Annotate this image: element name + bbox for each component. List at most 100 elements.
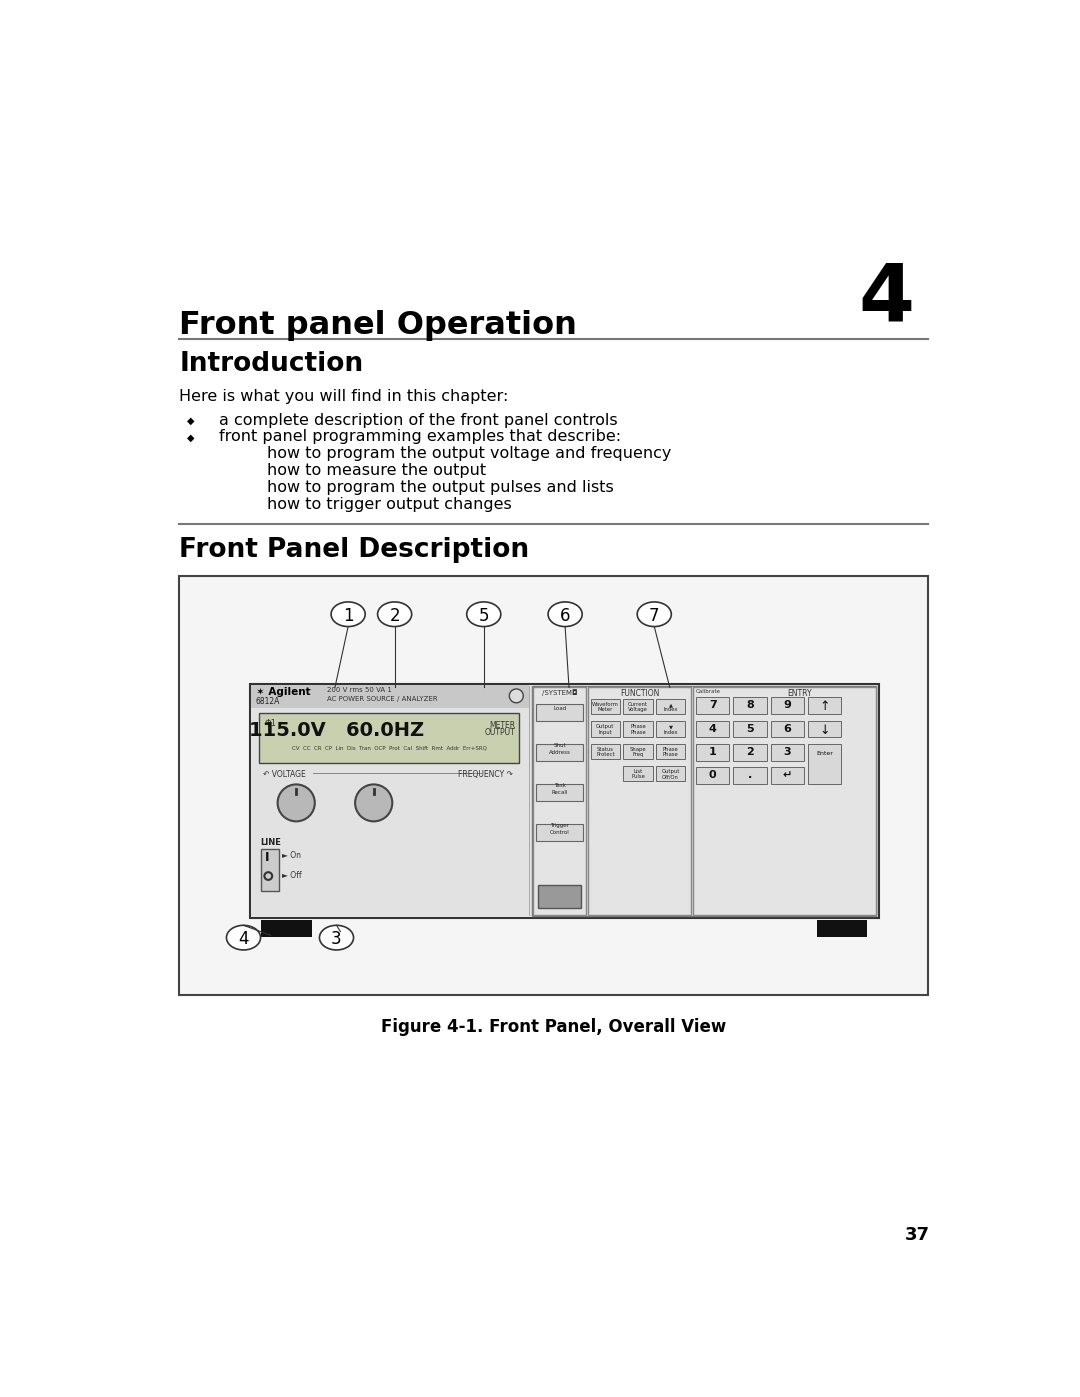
Text: 6812A: 6812A <box>256 697 281 705</box>
Text: .: . <box>747 770 752 780</box>
Text: ► On: ► On <box>282 851 301 859</box>
Bar <box>770 767 804 784</box>
Text: ✶ Agilent: ✶ Agilent <box>256 687 311 697</box>
Text: List: List <box>633 768 643 774</box>
Text: Waveform: Waveform <box>592 703 619 707</box>
Text: 7: 7 <box>708 700 717 711</box>
Text: a complete description of the front panel controls: a complete description of the front pane… <box>218 412 618 427</box>
Text: Pulse: Pulse <box>631 774 645 780</box>
Text: Shape: Shape <box>630 746 646 752</box>
Text: ◆: ◆ <box>187 433 194 443</box>
Text: 6: 6 <box>783 724 791 733</box>
Circle shape <box>278 784 314 821</box>
Text: Output: Output <box>661 768 679 774</box>
Text: 4: 4 <box>239 930 248 949</box>
Text: Index: Index <box>663 729 678 735</box>
Text: 2: 2 <box>746 746 754 757</box>
Bar <box>529 686 530 916</box>
Bar <box>770 743 804 760</box>
Ellipse shape <box>227 925 260 950</box>
Text: front panel programming examples that describe:: front panel programming examples that de… <box>218 429 621 444</box>
Circle shape <box>265 872 272 880</box>
Bar <box>249 683 879 918</box>
Text: Load: Load <box>553 705 566 711</box>
Bar <box>808 697 841 714</box>
Text: Current: Current <box>627 703 648 707</box>
Text: Front Panel Description: Front Panel Description <box>179 538 529 563</box>
Text: 5: 5 <box>478 606 489 624</box>
Text: Recall: Recall <box>552 789 568 795</box>
Text: I: I <box>265 851 269 863</box>
Bar <box>697 743 729 760</box>
Text: Calibrate: Calibrate <box>696 689 720 694</box>
Text: Index: Index <box>663 707 678 712</box>
Text: METER: METER <box>489 721 515 729</box>
Text: 4: 4 <box>708 724 717 733</box>
Text: how to measure the output: how to measure the output <box>267 464 486 478</box>
Bar <box>733 743 767 760</box>
Text: 1: 1 <box>342 606 353 624</box>
Text: Protect: Protect <box>596 752 615 757</box>
Bar <box>591 743 620 759</box>
Text: how to program the output pulses and lists: how to program the output pulses and lis… <box>267 481 613 496</box>
Text: 37: 37 <box>905 1227 930 1245</box>
Bar <box>656 698 685 714</box>
Text: ► Off: ► Off <box>282 872 302 880</box>
Text: 4: 4 <box>859 260 915 338</box>
Text: Front panel Operation: Front panel Operation <box>179 310 577 341</box>
Text: Input: Input <box>598 729 612 735</box>
Bar <box>259 712 519 763</box>
Text: Voltage: Voltage <box>629 707 648 712</box>
Text: Task: Task <box>554 782 566 788</box>
Text: 8: 8 <box>746 700 754 711</box>
Bar <box>261 921 312 937</box>
Text: ↑: ↑ <box>819 700 829 714</box>
Bar <box>591 698 620 714</box>
Text: Here is what you will find in this chapter:: Here is what you will find in this chapt… <box>179 390 509 404</box>
Bar <box>537 704 583 721</box>
Text: Phase: Phase <box>630 729 646 735</box>
Bar <box>808 743 841 784</box>
Bar <box>623 721 652 736</box>
Text: FREQUENCY ↷: FREQUENCY ↷ <box>458 770 513 778</box>
Text: 3: 3 <box>332 930 341 949</box>
Text: 1: 1 <box>708 746 717 757</box>
Ellipse shape <box>637 602 672 627</box>
Text: Introduction: Introduction <box>179 351 363 377</box>
Bar <box>537 824 583 841</box>
Bar <box>260 849 279 891</box>
Text: Output: Output <box>596 725 615 729</box>
Text: ◆: ◆ <box>187 415 194 426</box>
Circle shape <box>355 784 392 821</box>
Text: Address: Address <box>549 750 570 754</box>
Text: Figure 4-1. Front Panel, Overall View: Figure 4-1. Front Panel, Overall View <box>381 1018 726 1037</box>
Bar <box>179 576 928 996</box>
Bar <box>656 743 685 759</box>
Text: ▼: ▼ <box>669 725 673 729</box>
Text: Trigger: Trigger <box>551 823 569 828</box>
Bar <box>770 721 804 738</box>
Ellipse shape <box>378 602 411 627</box>
Text: Phase: Phase <box>663 746 678 752</box>
Text: 9: 9 <box>783 700 791 711</box>
Text: 115.0V   60.0HZ: 115.0V 60.0HZ <box>248 721 424 739</box>
Bar <box>808 721 841 738</box>
Bar <box>538 884 581 908</box>
Bar <box>697 721 729 738</box>
Text: Enter: Enter <box>815 752 833 756</box>
Bar <box>733 697 767 714</box>
Text: OUTPUT: OUTPUT <box>485 728 515 738</box>
Bar <box>623 698 652 714</box>
Ellipse shape <box>548 602 582 627</box>
Ellipse shape <box>467 602 501 627</box>
Text: ↓: ↓ <box>819 724 829 736</box>
Bar <box>531 686 876 916</box>
Bar <box>589 686 691 915</box>
Text: FUNCTION: FUNCTION <box>620 689 659 698</box>
Bar <box>733 767 767 784</box>
Text: Φ1: Φ1 <box>265 719 276 728</box>
Text: Meter: Meter <box>597 707 613 712</box>
Text: Off/On: Off/On <box>662 774 679 780</box>
Ellipse shape <box>320 925 353 950</box>
Text: 6: 6 <box>559 606 570 624</box>
